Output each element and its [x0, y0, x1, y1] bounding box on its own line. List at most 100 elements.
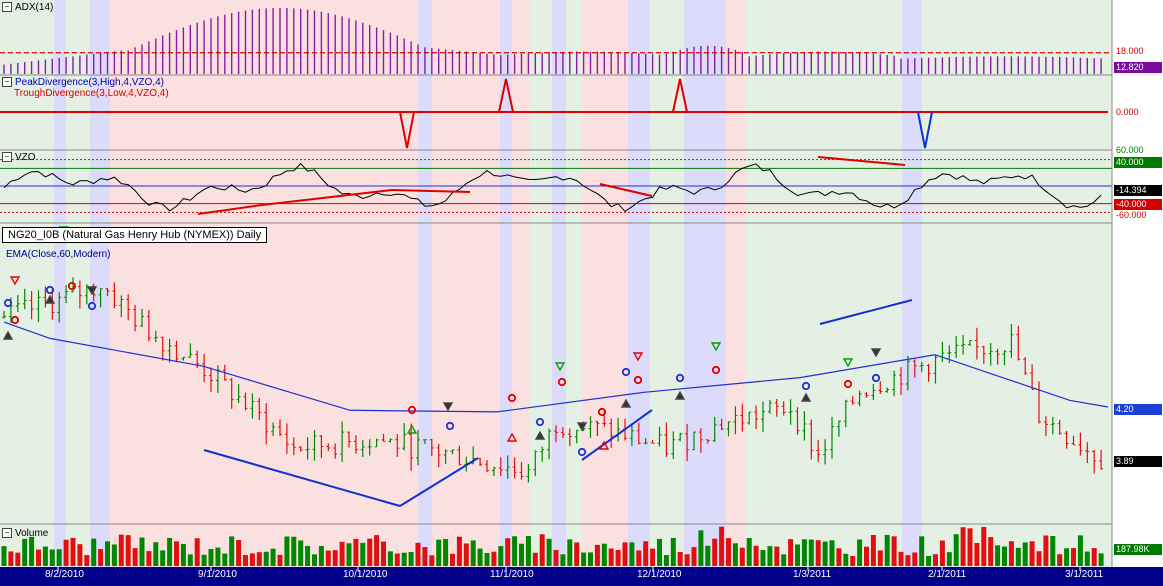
volume-bar: [1064, 548, 1070, 566]
time-axis-bar: [0, 567, 1163, 586]
volume-bar: [263, 551, 269, 566]
volume-bar: [215, 547, 221, 566]
volume-bar: [864, 546, 869, 566]
vzo-divergence-line: [197, 204, 263, 215]
volume-bar: [1098, 553, 1104, 566]
volume-bar: [698, 530, 704, 566]
value-axis-strip: [1112, 0, 1163, 567]
zone-band: [0, 0, 54, 567]
adx-title[interactable]: − ADX(14): [2, 2, 53, 13]
x-tick-label: 12/1/2010: [637, 569, 682, 580]
volume-bar: [77, 544, 83, 566]
volume-bar: [1084, 551, 1090, 566]
signal-triangle: [442, 402, 454, 412]
volume-bar: [677, 551, 683, 566]
symbol-label: NG20_I0B (Natural Gas Henry Hub (NYMEX))…: [8, 229, 262, 241]
signal-circle: [577, 447, 587, 457]
volume-bar: [367, 538, 373, 566]
volume-bar: [339, 541, 345, 566]
signal-triangle: [598, 440, 610, 450]
volume-bar: [1015, 547, 1021, 566]
vzo-divergence-line: [391, 189, 471, 193]
volume-bar: [105, 541, 110, 566]
volume-bar: [187, 554, 193, 566]
volume-bar: [546, 538, 552, 566]
ema-title-label: EMA(Close,60,Modern): [6, 249, 111, 260]
volume-bar: [1091, 548, 1097, 566]
collapse-icon[interactable]: −: [2, 528, 12, 539]
ema-title[interactable]: EMA(Close,60,Modern): [6, 249, 110, 260]
volume-bar: [236, 540, 242, 566]
volume-bar: [63, 539, 69, 566]
vzo-title[interactable]: − VZO: [2, 152, 36, 163]
vzo-pane: [0, 156, 1163, 224]
volume-bar: [629, 542, 635, 566]
volume-bar: [643, 541, 649, 566]
signal-triangle: [406, 424, 418, 434]
volume-bar: [519, 543, 524, 566]
volume-bar: [960, 527, 966, 566]
volume-bar: [739, 547, 745, 566]
symbol-box[interactable]: NG20_I0B (Natural Gas Henry Hub (NYMEX))…: [2, 227, 268, 243]
volume-bar: [118, 534, 124, 566]
collapse-icon[interactable]: −: [2, 77, 12, 88]
adx-pane: [0, 7, 1163, 76]
volume-bar: [325, 550, 331, 566]
peak-divergence-label: PeakDivergence(3,High,4,VZO,4): [15, 77, 164, 88]
signal-triangle: [506, 432, 518, 442]
zone-band: [582, 0, 628, 567]
vzo-line: [3, 162, 1102, 213]
volume-bar: [394, 553, 400, 566]
volume-bar: [939, 540, 945, 566]
vzo-level-neg60-tag: -60.000: [1116, 210, 1147, 220]
volume-bar: [884, 534, 890, 566]
volume-bar: [926, 555, 932, 566]
volume-bar: [42, 546, 48, 566]
volume-bar: [712, 538, 718, 566]
volume-bar: [312, 554, 317, 566]
volume-bar: [981, 526, 987, 566]
volume-bar: [843, 553, 849, 566]
volume-bar: [801, 539, 807, 566]
divergence-spike: [498, 78, 514, 113]
volume-bar: [256, 552, 262, 566]
volume-bar: [353, 538, 359, 566]
zone-band: [628, 0, 650, 567]
volume-bar: [1022, 542, 1028, 566]
volume-bar: [125, 535, 131, 566]
volume-bar: [443, 539, 449, 566]
divergence-pane: [0, 78, 1163, 151]
divergence-spike: [672, 78, 688, 113]
volume-bar: [374, 535, 380, 566]
volume-bar: [898, 551, 904, 566]
volume-bar: [601, 543, 607, 566]
volume-bar: [691, 547, 697, 566]
peak-divergence-title[interactable]: − PeakDivergence(3,High,4,VZO,4): [2, 77, 164, 88]
signal-circle: [801, 381, 811, 391]
collapse-icon[interactable]: −: [2, 2, 12, 13]
signal-circle: [633, 375, 643, 385]
volume-bar: [1036, 551, 1042, 566]
zone-band: [500, 0, 512, 567]
collapse-icon[interactable]: −: [2, 152, 12, 163]
volume-bar: [967, 528, 973, 566]
volume-bar: [912, 552, 918, 566]
volume-bar: [1043, 535, 1049, 566]
volume-title[interactable]: − Volume: [2, 528, 48, 539]
volume-bar: [208, 548, 214, 566]
volume-bar: [305, 545, 311, 566]
signal-triangle: [44, 294, 56, 304]
volume-bar: [387, 551, 393, 566]
trend-line: [581, 409, 653, 461]
volume-bar: [91, 538, 97, 566]
volume-pane: [1, 526, 1104, 566]
volume-bar: [795, 544, 800, 566]
signal-triangle: [842, 358, 854, 368]
volume-bar: [22, 538, 28, 566]
price-pane: [0, 226, 1163, 525]
signal-circle: [67, 281, 77, 291]
volume-bar: [332, 550, 338, 566]
volume-bar: [1077, 535, 1083, 566]
volume-bar: [560, 554, 566, 566]
